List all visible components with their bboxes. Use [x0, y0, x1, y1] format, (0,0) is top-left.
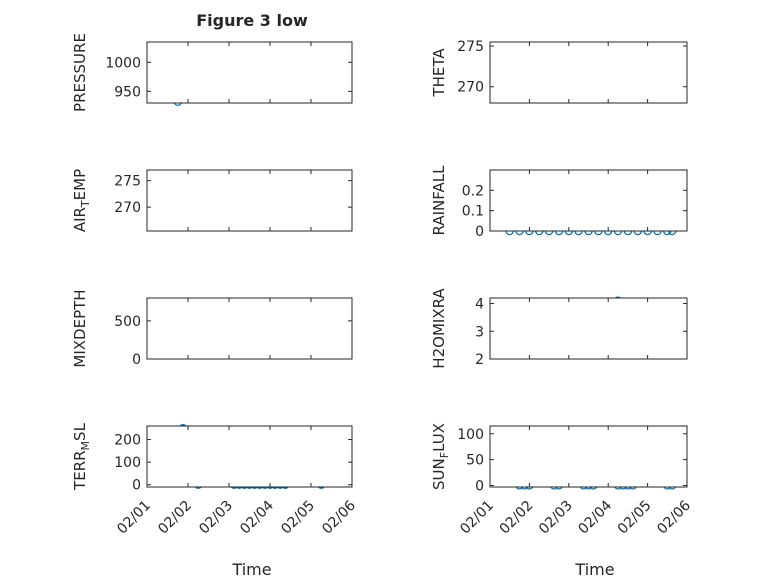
axes-frame [146, 41, 353, 104]
figure-title: Figure 3 low [196, 11, 308, 30]
y-tick-label: 0 [475, 224, 484, 240]
y-tick-label: 0 [475, 478, 484, 494]
y-tick-label: 4 [475, 297, 484, 313]
x-axis-label-right: Time [574, 560, 614, 579]
y-tick-label: 0 [132, 478, 141, 494]
y-tick-label: 500 [114, 314, 141, 330]
y-tick-label: 0.2 [462, 183, 484, 199]
y-tick-label: 2 [475, 352, 484, 368]
y-axis-label: PRESSURE [71, 33, 89, 112]
subplot-1: 950 1000 PRESSURE [71, 33, 353, 112]
axes-frame [146, 425, 353, 488]
y-tick-label: 50 [466, 453, 484, 469]
y-tick-label: 270 [457, 80, 484, 96]
y-tick-label: 3 [475, 324, 484, 340]
subplot-6: 2 3 4 H2OMIXRA [430, 288, 688, 369]
axes-frame [489, 169, 688, 232]
x-axis-label-left: Time [231, 560, 271, 579]
axes-frame [146, 169, 353, 232]
subplot-3: 270 275 AIRTEMP [71, 169, 353, 232]
axes-frame [489, 41, 688, 104]
y-axis-label: RAINFALL [430, 165, 448, 236]
y-axis-label: AIRTEMP [71, 169, 92, 232]
subplot-5: 0 500 MIXDEPTH [71, 289, 353, 368]
y-tick-label: 0.1 [462, 204, 484, 220]
y-tick-label: 100 [114, 455, 141, 471]
y-tick-label: 270 [114, 200, 141, 216]
y-axis-label: MIXDEPTH [71, 289, 89, 367]
y-tick-label: 950 [114, 84, 141, 100]
y-tick-label: 275 [457, 39, 484, 55]
y-tick-label: 0 [132, 352, 141, 368]
axes-frame [146, 297, 353, 360]
y-tick-label: 200 [114, 433, 141, 449]
subplot-2: 270 275 THETA [430, 39, 688, 104]
y-axis-label: THETA [430, 48, 448, 98]
subplot-4: 0 0.1 0.2 RAINFALL [430, 165, 688, 240]
y-tick-label: 1000 [105, 55, 141, 71]
y-axis-label: H2OMIXRA [430, 288, 448, 369]
y-tick-label: 275 [114, 174, 141, 190]
y-axis-label: TERRMSL [71, 422, 92, 491]
axes-frame [489, 297, 688, 360]
y-tick-label: 100 [457, 427, 484, 443]
y-axis-label: SUNFLUX [430, 423, 451, 490]
axes-frame [489, 425, 688, 488]
